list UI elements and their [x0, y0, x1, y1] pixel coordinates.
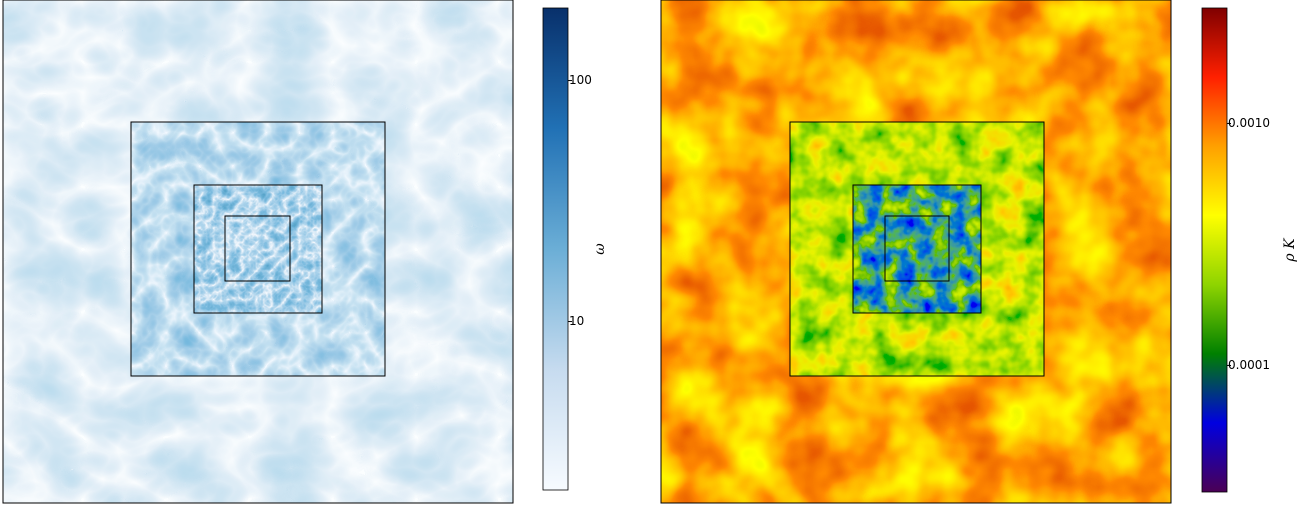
- field: [194, 185, 322, 313]
- refinement-box: [193, 184, 323, 314]
- colorbar-label: ρ K: [1282, 237, 1298, 263]
- refinement-box: [852, 184, 982, 314]
- frame: [2, 0, 514, 504]
- colorbar-label: ω: [592, 243, 608, 255]
- refinement-box: [224, 215, 291, 282]
- refinement-box: [130, 121, 386, 377]
- heatmap-right: [660, 0, 1172, 504]
- colorbar: [1201, 7, 1228, 493]
- refinement-box: [884, 215, 950, 282]
- frame: [660, 0, 1172, 504]
- colorbar: [542, 7, 569, 491]
- field: [853, 185, 981, 313]
- tick-label: 0.0001: [1228, 358, 1270, 372]
- tick-label: 100: [569, 73, 592, 87]
- heatmap-left: [2, 0, 514, 504]
- refinement-box: [789, 121, 1045, 377]
- tick-label: 10: [569, 314, 584, 328]
- tick-label: 0.0010: [1228, 116, 1270, 130]
